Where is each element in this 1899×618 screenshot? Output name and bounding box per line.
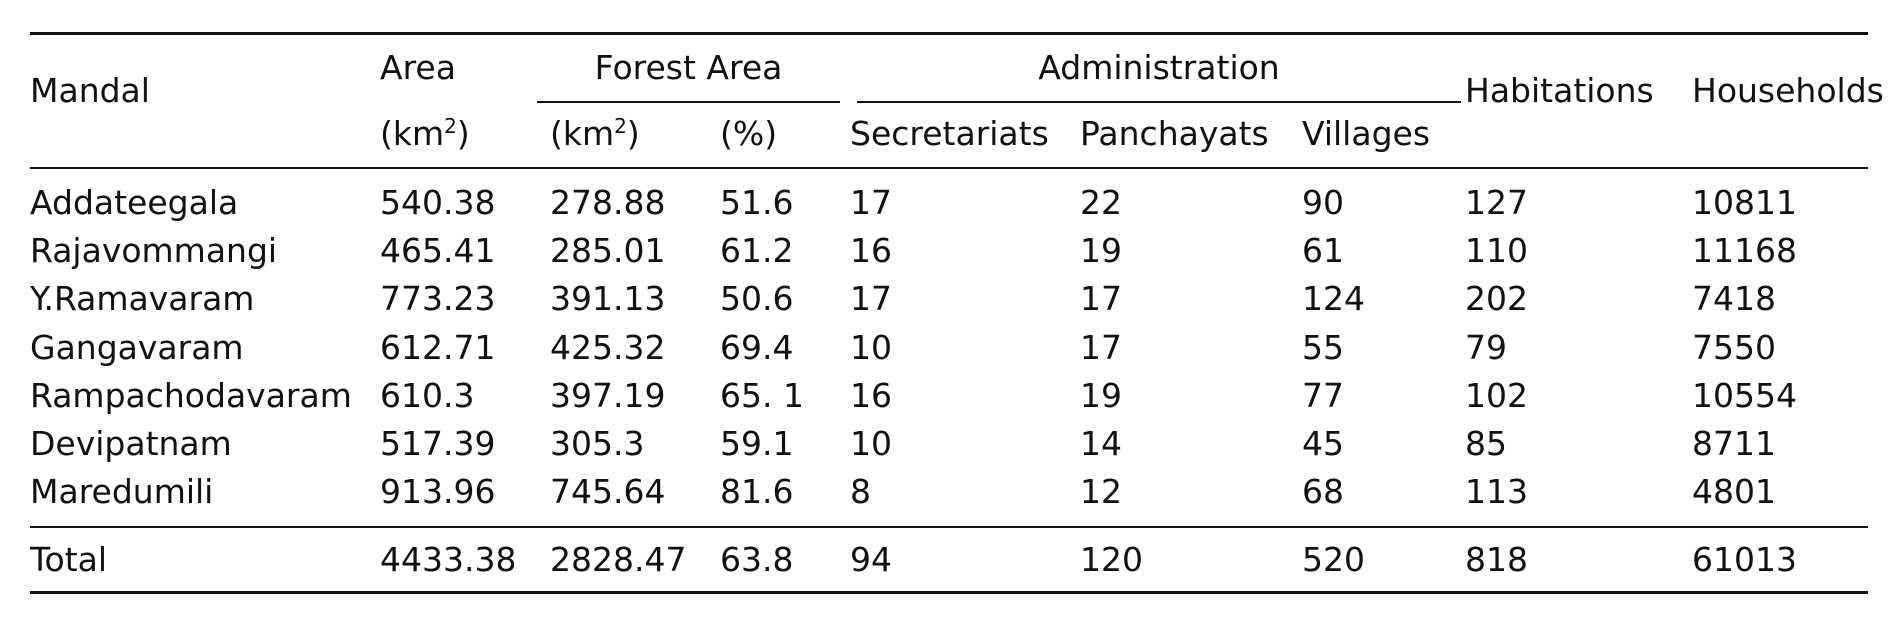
cell-forest-km2: 391.13 (550, 279, 666, 318)
cell-mandal: Rajavommangi (30, 231, 278, 270)
cell-forest-pct: 61.2 (720, 231, 794, 270)
cell-mandal: Devipatnam (30, 424, 232, 463)
header-habitations: Habitations (1465, 71, 1654, 110)
top-rule (30, 32, 1868, 35)
header-area-unit: (km2) (380, 114, 470, 154)
cell-households: 7550 (1692, 328, 1776, 367)
cell-secretariats: 16 (850, 376, 892, 415)
forest-km-close: ) (626, 114, 640, 153)
cell-forest-pct: 81.6 (720, 472, 794, 511)
header-mandal: Mandal (30, 71, 150, 110)
cell-households: 10811 (1692, 183, 1797, 222)
cell-mandal: Addateegala (30, 183, 239, 222)
cell-villages: 90 (1302, 183, 1344, 222)
cell-mandal: Maredumili (30, 472, 214, 511)
forest-km-base: (km (550, 114, 615, 153)
bottom-rule (30, 591, 1868, 594)
cell-area: 4433.38 (380, 540, 517, 579)
cell-panchayats: 14 (1080, 424, 1122, 463)
forest-km-exp: 2 (614, 114, 627, 138)
cell-panchayats: 19 (1080, 231, 1122, 270)
cell-villages: 61 (1302, 231, 1344, 270)
header-area: Area (380, 48, 456, 87)
cell-forest-km2: 745.64 (550, 472, 666, 511)
cell-forest-pct: 69.4 (720, 328, 794, 367)
cell-households: 8711 (1692, 424, 1776, 463)
administration-cmidrule (857, 101, 1461, 103)
cell-habitations: 110 (1465, 231, 1528, 270)
forest-area-cmidrule (537, 101, 840, 103)
cell-forest-pct: 65. 1 (720, 376, 804, 415)
cell-area: 610.3 (380, 376, 475, 415)
cell-forest-km2: 305.3 (550, 424, 645, 463)
cell-area: 773.23 (380, 279, 496, 318)
cell-secretariats: 8 (850, 472, 871, 511)
cell-villages: 45 (1302, 424, 1344, 463)
cell-area: 612.71 (380, 328, 496, 367)
cell-area: 465.41 (380, 231, 496, 270)
cell-forest-km2: 285.01 (550, 231, 666, 270)
header-secretariats: Secretariats (850, 114, 1049, 153)
cell-mandal: Gangavaram (30, 328, 244, 367)
cell-secretariats: 17 (850, 279, 892, 318)
cell-households: 4801 (1692, 472, 1776, 511)
cell-households: 7418 (1692, 279, 1776, 318)
cell-habitations: 85 (1465, 424, 1507, 463)
cell-habitations: 127 (1465, 183, 1528, 222)
cell-secretariats: 17 (850, 183, 892, 222)
cell-panchayats: 17 (1080, 279, 1122, 318)
cell-panchayats: 19 (1080, 376, 1122, 415)
cell-forest-pct: 59.1 (720, 424, 794, 463)
cell-households: 11168 (1692, 231, 1797, 270)
cell-villages: 55 (1302, 328, 1344, 367)
cell-panchayats: 120 (1080, 540, 1143, 579)
header-villages: Villages (1302, 114, 1431, 153)
cell-habitations: 113 (1465, 472, 1528, 511)
cell-forest-pct: 51.6 (720, 183, 794, 222)
cell-mandal: Rampachodavaram (30, 376, 352, 415)
area-unit-close: ) (456, 114, 470, 153)
cell-area: 540.38 (380, 183, 496, 222)
cell-villages: 77 (1302, 376, 1344, 415)
cell-villages: 68 (1302, 472, 1344, 511)
cell-habitations: 818 (1465, 540, 1528, 579)
cell-forest-pct: 50.6 (720, 279, 794, 318)
header-households: Households (1692, 71, 1884, 110)
cell-habitations: 79 (1465, 328, 1507, 367)
cell-households: 10554 (1692, 376, 1797, 415)
cell-secretariats: 10 (850, 328, 892, 367)
header-forest-pct: (%) (720, 114, 778, 153)
header-forest-area: Forest Area (594, 48, 783, 87)
header-rule (30, 167, 1868, 169)
cell-area: 517.39 (380, 424, 496, 463)
cell-secretariats: 16 (850, 231, 892, 270)
cell-secretariats: 10 (850, 424, 892, 463)
cell-villages: 124 (1302, 279, 1365, 318)
cell-mandal: Y.Ramavaram (30, 279, 255, 318)
cell-mandal: Total (30, 540, 108, 579)
cell-secretariats: 94 (850, 540, 892, 579)
cell-forest-km2: 278.88 (550, 183, 666, 222)
cell-panchayats: 17 (1080, 328, 1122, 367)
total-rule (30, 526, 1868, 528)
header-forest-km2: (km2) (550, 114, 640, 154)
cell-households: 61013 (1692, 540, 1797, 579)
cell-forest-km2: 425.32 (550, 328, 666, 367)
cell-habitations: 102 (1465, 376, 1528, 415)
cell-habitations: 202 (1465, 279, 1528, 318)
header-panchayats: Panchayats (1080, 114, 1269, 153)
cell-forest-km2: 2828.47 (550, 540, 687, 579)
area-unit-base: (km (380, 114, 445, 153)
cell-forest-pct: 63.8 (720, 540, 794, 579)
cell-villages: 520 (1302, 540, 1365, 579)
cell-panchayats: 12 (1080, 472, 1122, 511)
area-unit-exp: 2 (444, 114, 457, 138)
cell-forest-km2: 397.19 (550, 376, 666, 415)
header-administration: Administration (1038, 48, 1280, 87)
cell-area: 913.96 (380, 472, 496, 511)
cell-panchayats: 22 (1080, 183, 1122, 222)
